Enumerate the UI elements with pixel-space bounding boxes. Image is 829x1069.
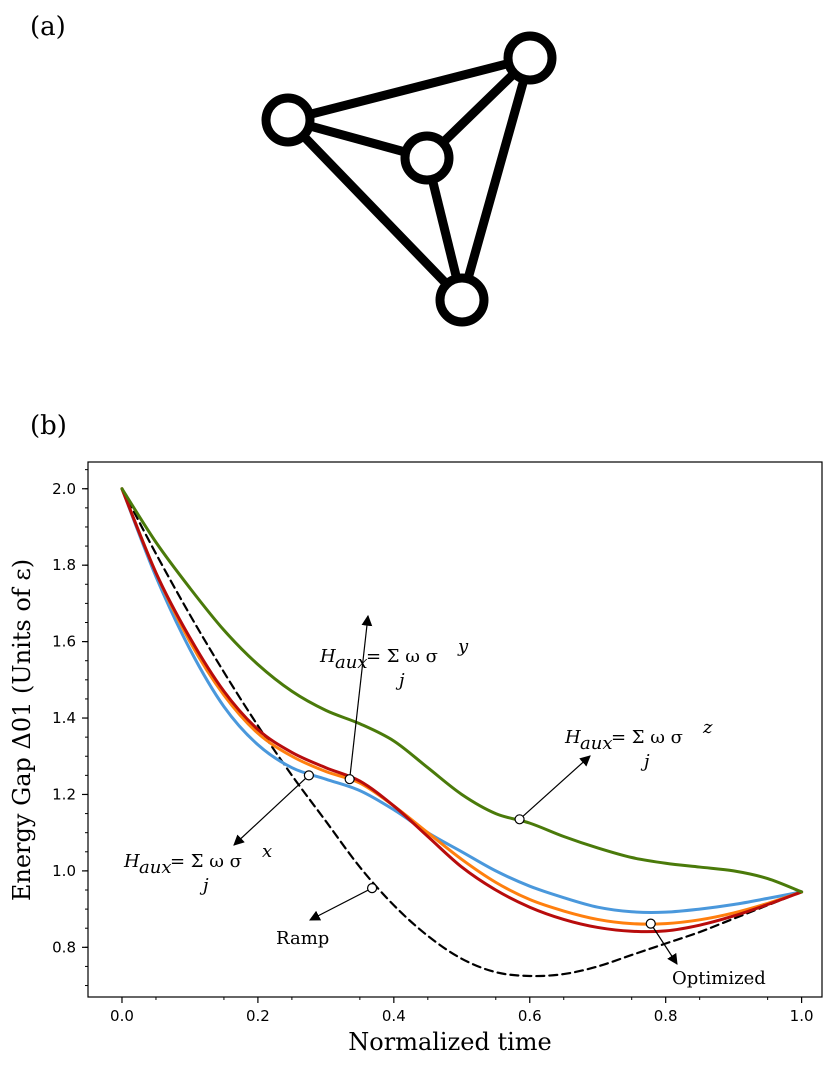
series-line [120, 487, 803, 978]
graph-node [261, 93, 315, 147]
series-layer [120, 487, 804, 978]
panel-a-label: (a) [30, 12, 66, 42]
series-line [120, 487, 804, 894]
annotation-arrow [519, 755, 591, 820]
x-axis-label: Normalized time [348, 1028, 551, 1056]
y-tick-label: 0.8 [52, 938, 76, 956]
ramp-label: Ramp [276, 928, 329, 949]
y-tick-label: 1.8 [52, 556, 76, 574]
x-tick-label: 1.0 [790, 1007, 814, 1025]
label-sup: z [702, 717, 713, 738]
x-tick-label: 0.6 [518, 1007, 542, 1025]
x-axis-ticks: 0.0 0.2 0.4 0.6 0.8 1.0 [110, 997, 814, 1025]
label-sub: aux [335, 652, 367, 673]
annotation-marker [344, 774, 355, 785]
annotation-marker [366, 882, 378, 894]
y-tick-label: 1.2 [52, 785, 76, 803]
y-tick-label: 1.4 [52, 709, 76, 727]
graph-node [435, 273, 489, 327]
x-tick-label: 0.0 [110, 1007, 134, 1025]
energy-gap-plot: 0.0 0.2 0.4 0.6 0.8 1.0 0.8 1.0 1.2 1.4 1.6 1.8 2.0… [52, 461, 823, 1025]
marker-layer [303, 770, 656, 929]
annotation-arrow [309, 887, 373, 921]
graph-edge [457, 56, 535, 302]
annotation-arrow [349, 614, 373, 780]
x-tick-label: 0.8 [654, 1007, 678, 1025]
x-tick-label: 0.4 [382, 1007, 406, 1025]
label-rest: = Σ ω σ [611, 727, 683, 748]
series-line [120, 487, 804, 934]
label-index: j [199, 875, 209, 896]
y-tick-label: 2.0 [52, 480, 76, 498]
label-rest: = Σ ω σ [170, 851, 242, 872]
annotation-marker [645, 918, 656, 929]
series-line [120, 487, 804, 914]
y-tick-label: 1.6 [52, 633, 76, 651]
series-line [120, 487, 804, 926]
graph-node [400, 131, 454, 185]
y-axis-ticks: 0.8 1.0 1.2 1.4 1.6 1.8 2.0 [52, 469, 88, 987]
label-sub: aux [580, 733, 612, 754]
annotation-arrow [650, 923, 678, 965]
annotation-arrow [233, 774, 310, 846]
label-index: j [395, 670, 405, 691]
label-h: H [564, 727, 581, 748]
label-index: j [640, 751, 650, 772]
annotation-marker [303, 770, 314, 781]
network-graph [261, 31, 557, 327]
y-tick-label: 1.0 [52, 862, 76, 880]
label-rest: = Σ ω σ [366, 646, 438, 667]
annotation-marker [514, 814, 525, 825]
graph-node [503, 31, 557, 85]
label-h: H [319, 646, 336, 667]
label-sup: x [262, 841, 272, 862]
graph-edge [286, 53, 532, 125]
label-h: H [123, 851, 140, 872]
optimized-label: Optimized [672, 968, 766, 989]
graph-edge [284, 116, 466, 304]
y-axis-label: Energy Gap Δ01 (Units of ε) [8, 559, 36, 901]
plot-frame [87, 461, 823, 998]
x-tick-label: 0.2 [246, 1007, 270, 1025]
label-sub: aux [139, 857, 171, 878]
label-sup: y [457, 636, 469, 657]
panel-b-label: (b) [30, 411, 67, 441]
